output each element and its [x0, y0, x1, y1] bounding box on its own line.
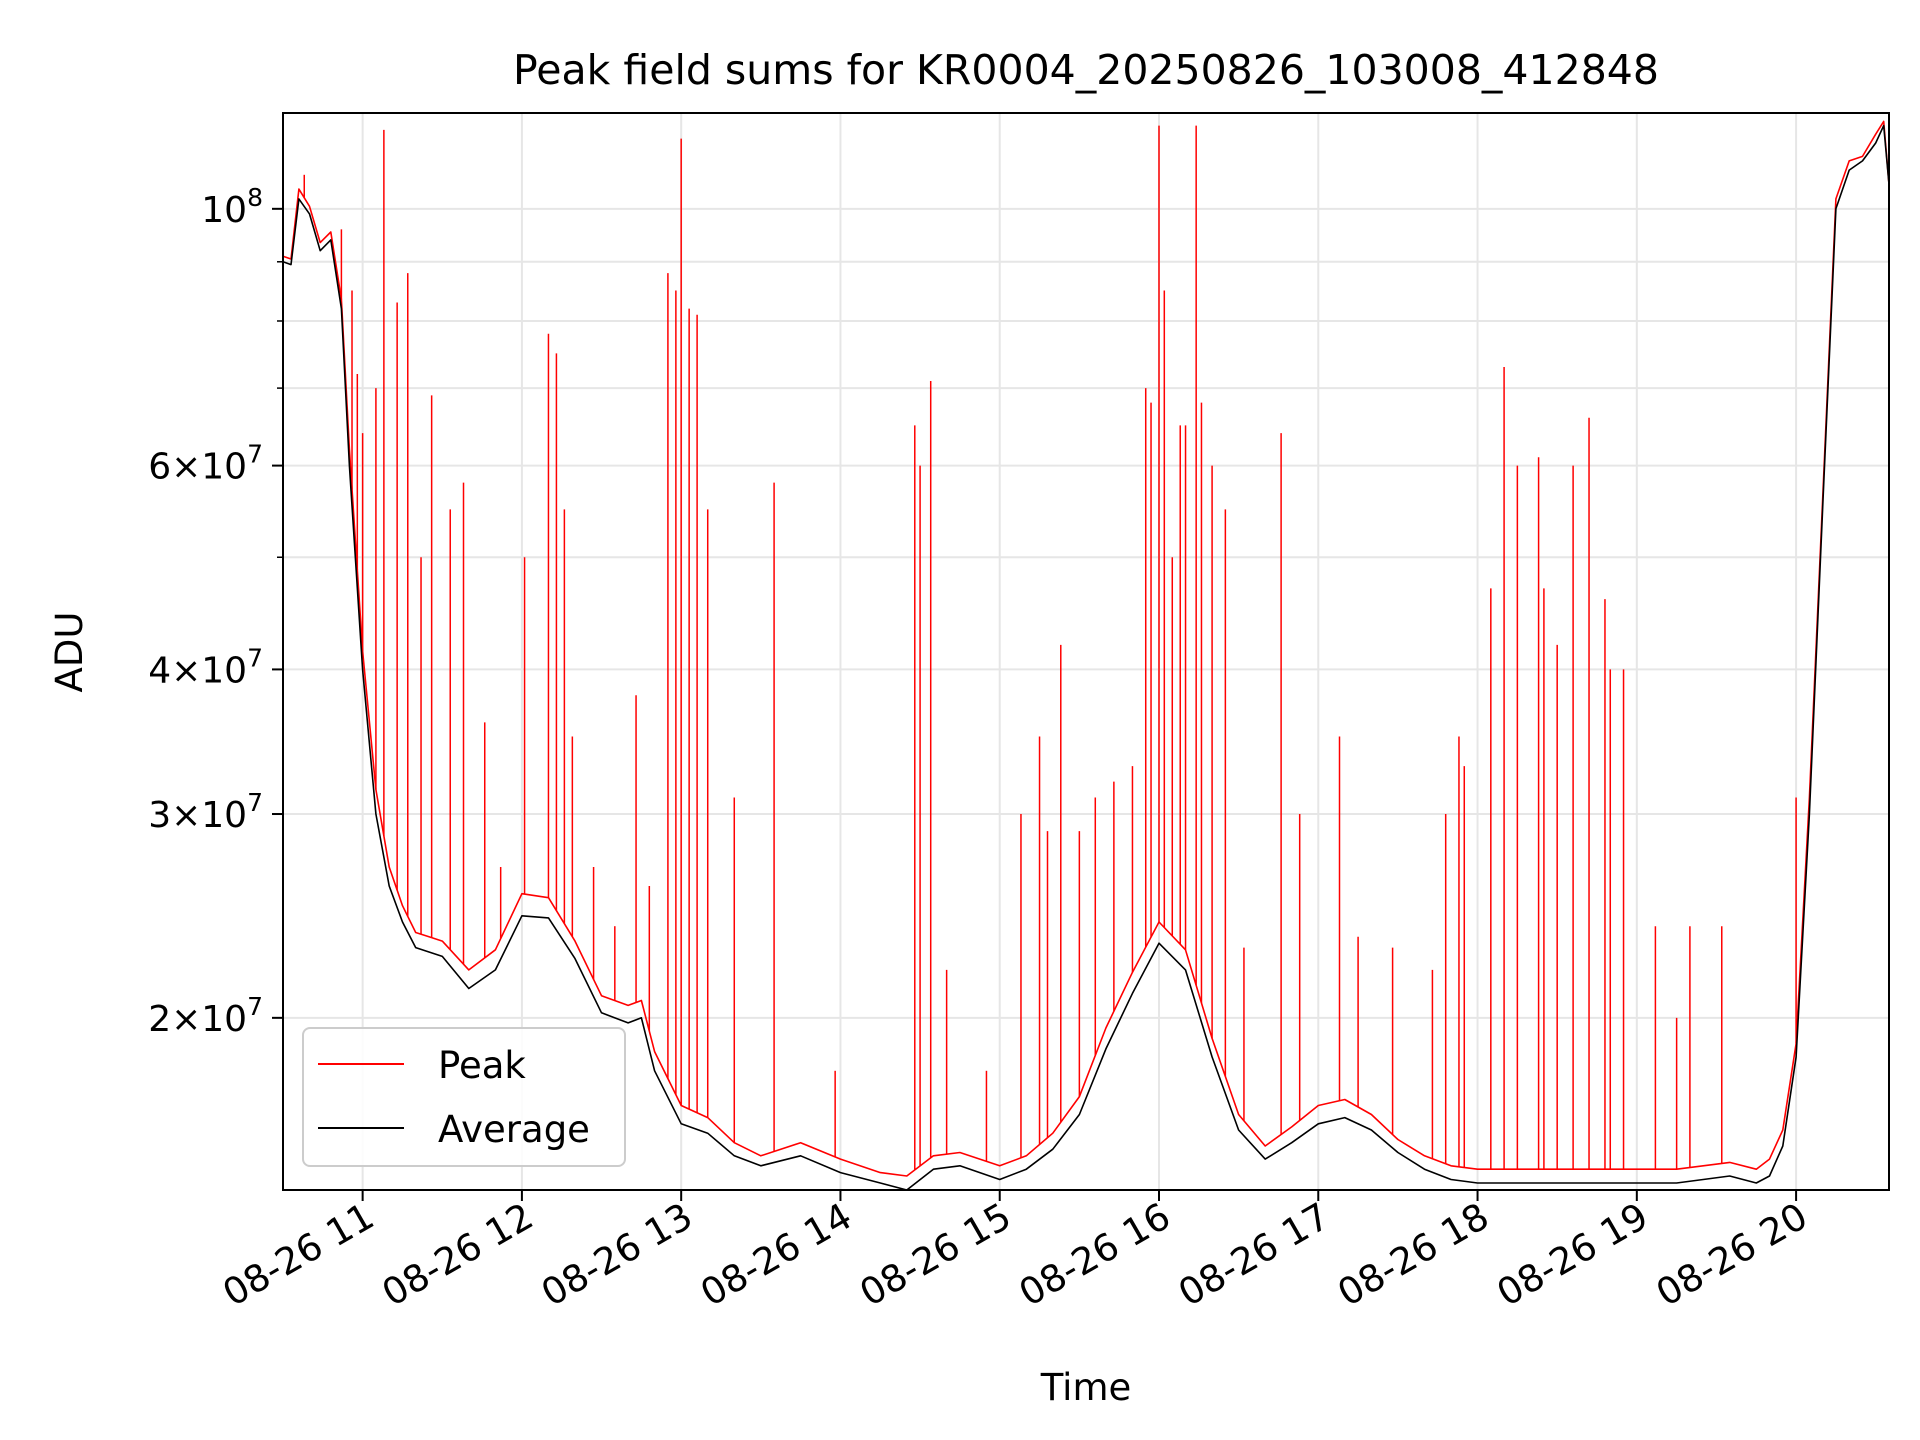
peak-series-line	[282, 120, 1890, 1177]
plot-series	[282, 120, 1890, 1191]
y-tick-label: 6×107	[148, 440, 263, 488]
y-axis-label: ADU	[48, 612, 91, 693]
y-tick-label: 2×107	[148, 992, 263, 1040]
average-series-line	[282, 124, 1890, 1191]
legend-peak-label: Peak	[438, 1044, 526, 1087]
legend-average-label: Average	[438, 1108, 590, 1151]
y-tick-label: 3×107	[148, 788, 263, 836]
legend: Peak Average	[302, 1027, 626, 1167]
x-axis-label: Time	[1040, 1366, 1132, 1409]
chart-title: Peak field sums for KR0004_20250826_1030…	[513, 46, 1659, 94]
legend-box	[302, 1027, 626, 1167]
y-tick-label: 4×107	[148, 643, 263, 691]
plot-frame	[282, 112, 1890, 1191]
y-tick-label: 108	[201, 183, 263, 231]
